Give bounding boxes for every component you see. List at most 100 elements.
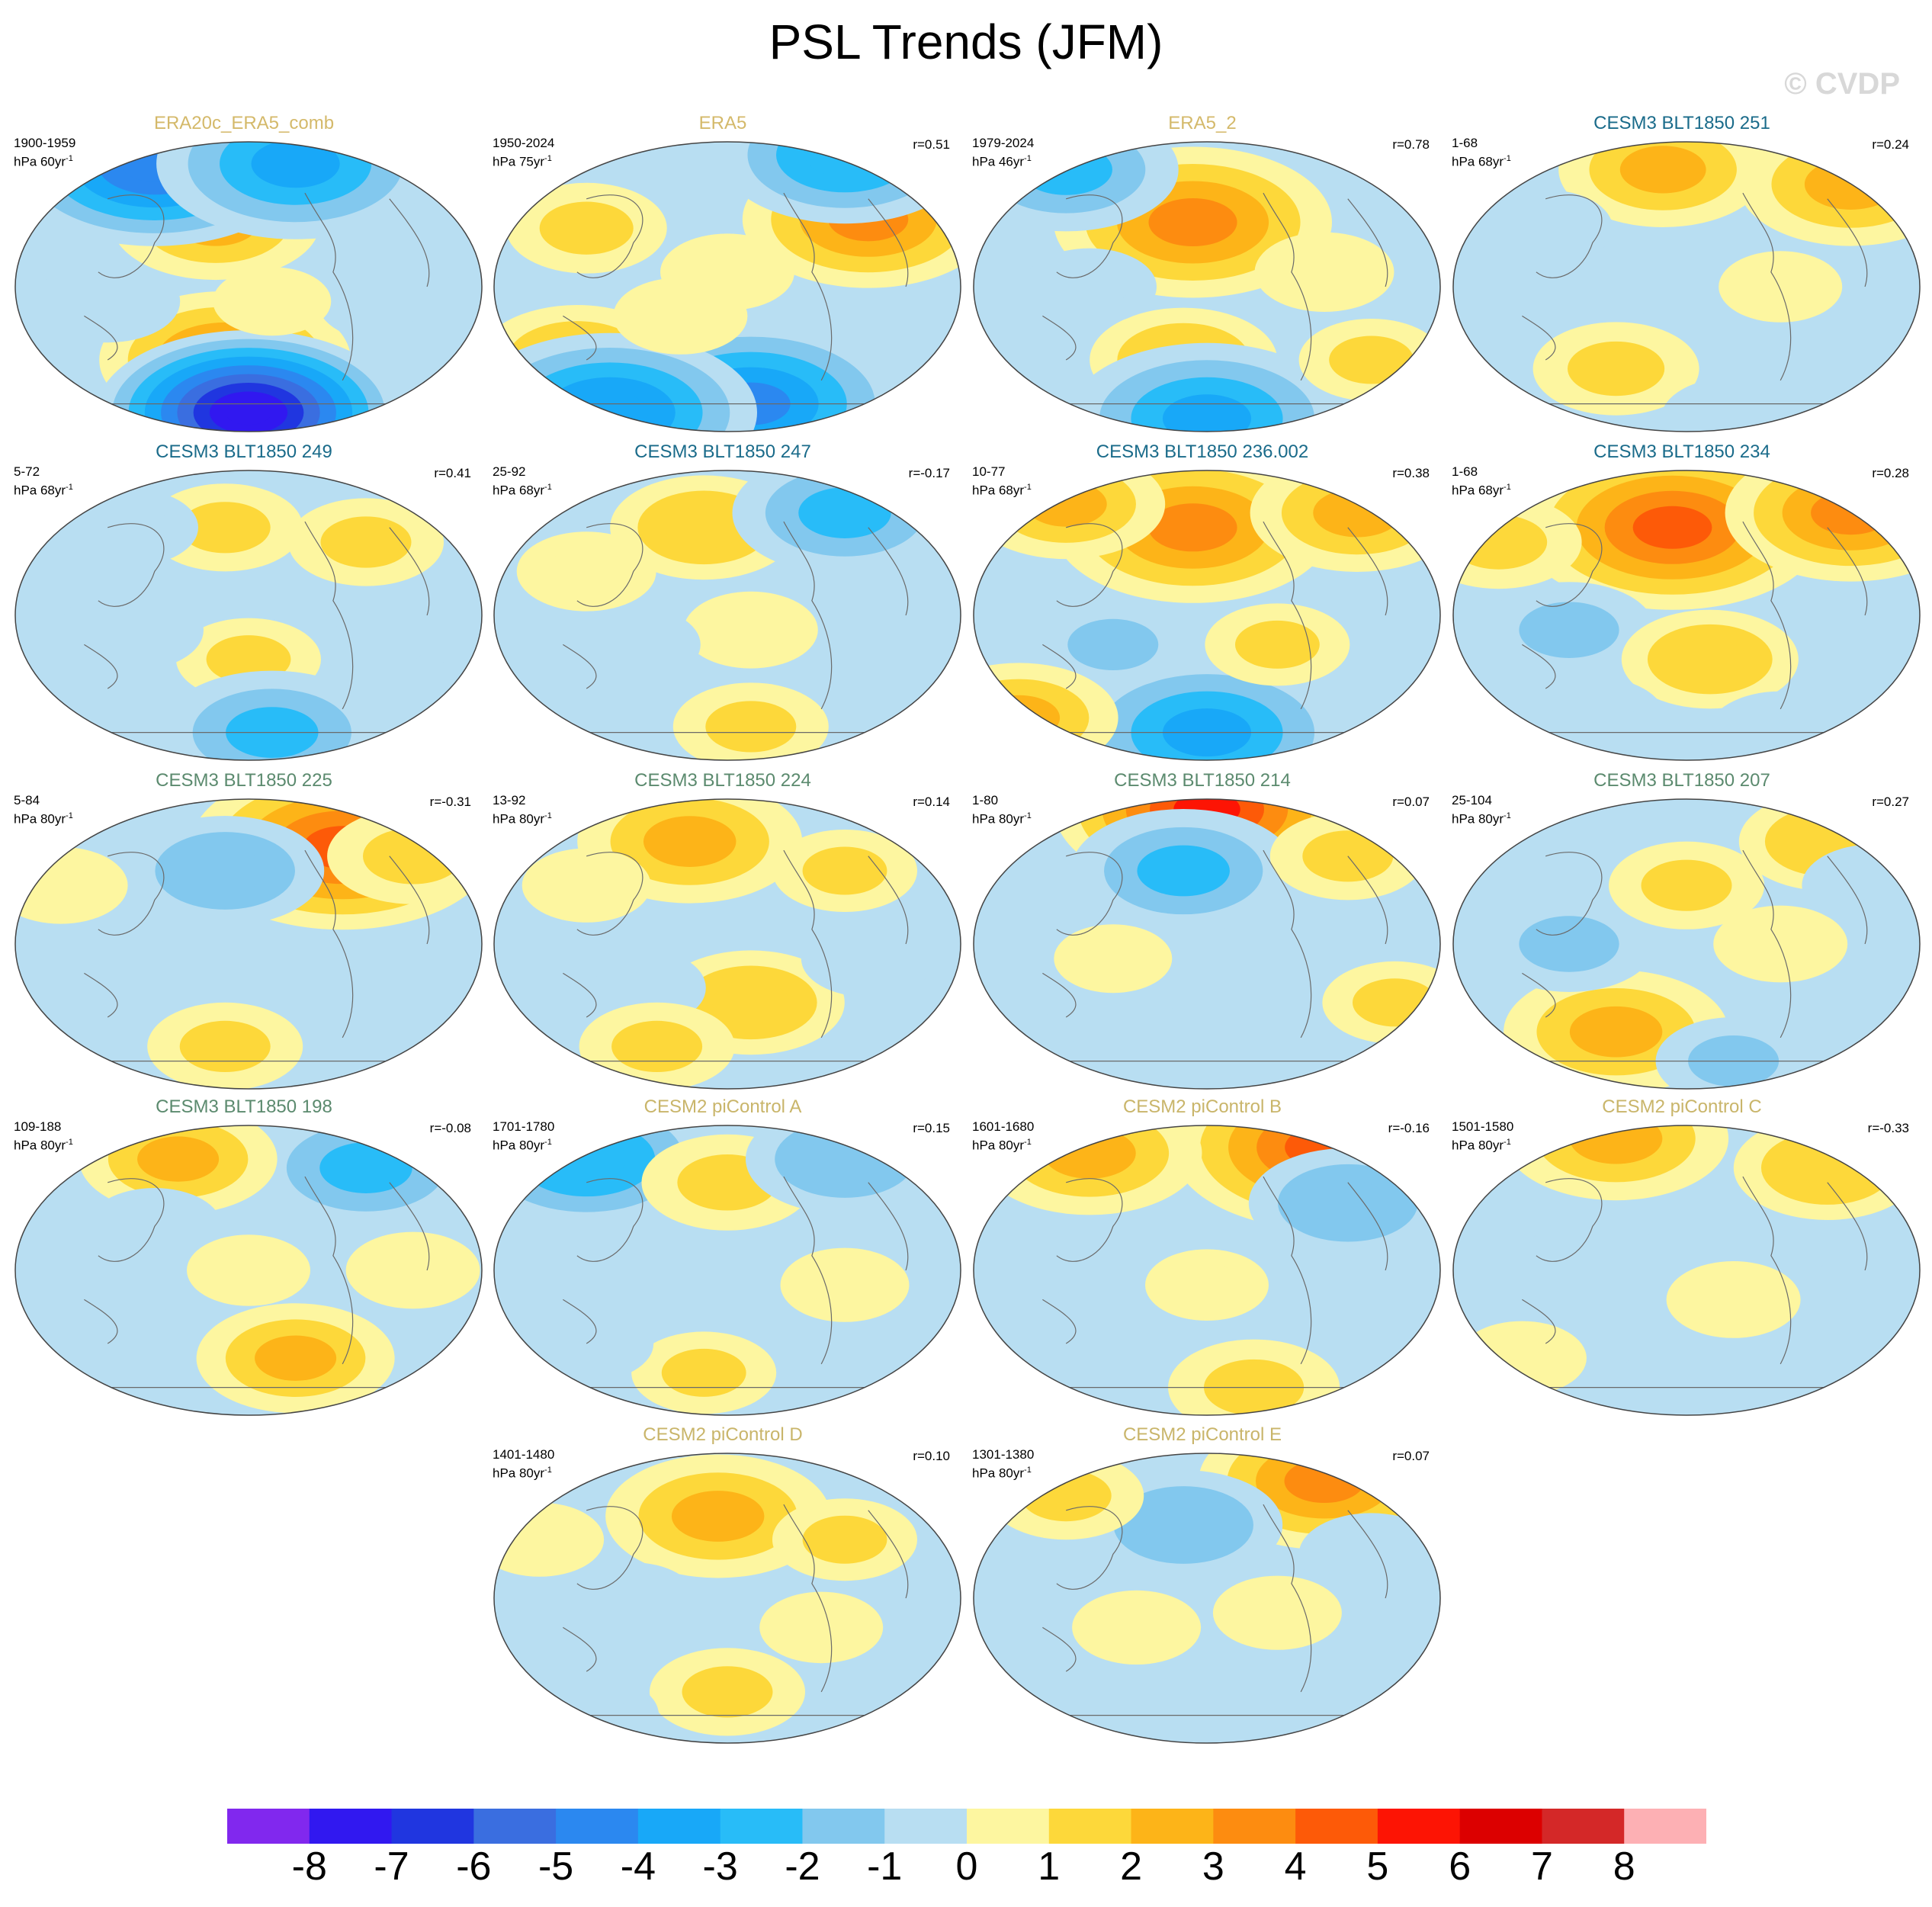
contour-region	[1170, 1263, 1244, 1306]
colorbar-tick-label: 2	[1120, 1844, 1143, 1889]
contour-region	[1831, 861, 1917, 910]
contour-region	[212, 1249, 285, 1292]
panel-period: 1-68	[1452, 136, 1478, 150]
panel-correlation: r=-0.33	[1867, 1121, 1909, 1135]
contour-region	[1553, 1233, 1632, 1279]
units-exponent: -1	[544, 154, 552, 163]
colorbar-swatch	[1624, 1809, 1706, 1844]
units-base: hPa 68yr	[1452, 154, 1504, 169]
map-border	[493, 1453, 961, 1744]
watermark: © CVDP	[1784, 67, 1900, 101]
panel-title: CESM2 piControl B	[1122, 1096, 1282, 1117]
panel-period: 1950-2024	[493, 136, 555, 150]
map-border	[493, 141, 961, 432]
coastline	[37, 192, 461, 405]
panel-units: hPa 80yr-1	[14, 808, 73, 827]
contour-region	[661, 1348, 746, 1397]
units-exponent: -1	[1024, 1138, 1032, 1147]
panel-units: hPa 80yr-1	[1452, 808, 1511, 827]
map-panel: ERA5_2 1979-2024 hPa 46yr-1 r=0.78	[966, 113, 1441, 433]
page-title: PSL Trends (JFM)	[769, 14, 1163, 69]
panel-title: ERA20c_ERA5_comb	[153, 113, 335, 133]
colorbar-swatch	[391, 1809, 474, 1844]
panel-title: ERA5	[698, 113, 747, 133]
panel-title: CESM3 BLT1850 234	[1593, 441, 1770, 462]
colorbar-swatch	[1213, 1809, 1296, 1844]
map-field	[973, 1453, 1441, 1744]
panel-title: CESM3 BLT1850 198	[156, 1096, 332, 1117]
map-field	[973, 1125, 1441, 1416]
map-panel: CESM2 piControl B 1601-1680 hPa 80yr-1 r=-0…	[966, 1096, 1441, 1417]
map-panel: CESM3 BLT1850 224 13-92 hPa 80yr-1 r=0.14	[486, 770, 961, 1090]
contour-region	[1019, 144, 1112, 195]
contour-region	[802, 846, 887, 895]
contour-region	[1283, 249, 1366, 296]
coastline	[515, 192, 939, 405]
panel-units: hPa 46yr-1	[972, 151, 1032, 170]
colorbar-tick-label: 3	[1202, 1844, 1224, 1889]
map-panel: CESM3 BLT1850 225 5-84 hPa 80yr-1 r=-0.31	[8, 770, 483, 1090]
contour-region	[502, 1517, 577, 1562]
panel-correlation: r=-0.31	[429, 795, 471, 809]
coastline	[1475, 192, 1898, 405]
contour-region	[545, 547, 627, 595]
panel-period: 1401-1480	[493, 1447, 555, 1462]
panel-correlation: r=0.28	[1872, 466, 1909, 480]
contour-region	[1142, 1502, 1224, 1548]
contour-region	[1506, 205, 1585, 251]
colorbar-tick-label: 4	[1284, 1844, 1307, 1889]
map-border	[1452, 798, 1921, 1090]
contour-region	[643, 816, 737, 867]
panel-title: CESM3 BLT1850 225	[156, 770, 332, 791]
contour-region	[226, 400, 271, 425]
map-field	[493, 1125, 961, 1416]
panel-title: CESM2 piControl C	[1602, 1096, 1762, 1117]
panel-correlation: r=0.78	[1392, 137, 1430, 152]
contour-region	[1284, 1459, 1365, 1504]
map-border	[14, 141, 483, 432]
map-panel: CESM3 BLT1850 247 25-92 hPa 68yr-1 r=-0.17	[486, 441, 961, 762]
panel-title: CESM2 piControl D	[643, 1424, 803, 1445]
colorbar-swatch	[1542, 1809, 1625, 1844]
contour-region	[1137, 845, 1230, 897]
contour-region	[1313, 488, 1401, 538]
units-exponent: -1	[544, 483, 552, 492]
panel-units: hPa 80yr-1	[493, 1462, 552, 1482]
contour-region	[1240, 1591, 1315, 1635]
colorbar-swatch	[1295, 1809, 1378, 1844]
contour-region	[712, 981, 790, 1024]
contour-region	[1838, 1263, 1911, 1306]
map-panel: CESM3 BLT1850 207 25-104 hPa 80yr-1 r=0.27	[1446, 770, 1921, 1090]
colorbar-swatch	[227, 1809, 310, 1844]
map-panel: CESM3 BLT1850 214 1-80 hPa 80yr-1 r=0.07	[966, 770, 1441, 1090]
colorbar-swatch	[1131, 1809, 1214, 1844]
units-exponent: -1	[1504, 154, 1511, 163]
map-border	[973, 798, 1441, 1090]
units-base: hPa 80yr	[972, 1138, 1025, 1153]
contour-region	[594, 622, 673, 667]
colorbar-tick-label: 6	[1449, 1844, 1471, 1889]
map-field	[493, 798, 961, 1090]
units-base: hPa 80yr	[1452, 811, 1504, 827]
panel-period: 1601-1680	[972, 1119, 1035, 1134]
map-field	[493, 141, 961, 432]
contour-region	[1148, 198, 1237, 247]
coastline	[37, 521, 461, 734]
panel-title: CESM3 BLT1850 236.002	[1096, 441, 1309, 462]
colorbar-tick-label: -2	[785, 1844, 820, 1889]
panel-period: 1-68	[1452, 464, 1478, 479]
colorbar-tick-label: -5	[538, 1844, 574, 1889]
panel-units: hPa 80yr-1	[972, 1135, 1032, 1154]
units-exponent: -1	[1024, 154, 1032, 163]
panel-units: hPa 80yr-1	[972, 1462, 1032, 1482]
panel-period: 1301-1380	[972, 1447, 1035, 1462]
panel-period: 1-80	[972, 793, 999, 807]
map-panel: CESM2 piControl D 1401-1480 hPa 80yr-1 r=0.…	[486, 1424, 961, 1745]
units-base: hPa 80yr	[14, 1138, 66, 1153]
contour-region	[1020, 1470, 1112, 1522]
map-panel: CESM3 BLT1850 236.002 10-77 hPa 68yr-1 r=0.…	[966, 441, 1441, 762]
map-panel: CESM2 piControl E 1301-1380 hPa 80yr-1 r=0.…	[966, 1424, 1441, 1745]
contour-region	[258, 952, 333, 995]
panel-correlation: r=0.07	[1392, 795, 1430, 809]
map-border	[1452, 470, 1921, 761]
